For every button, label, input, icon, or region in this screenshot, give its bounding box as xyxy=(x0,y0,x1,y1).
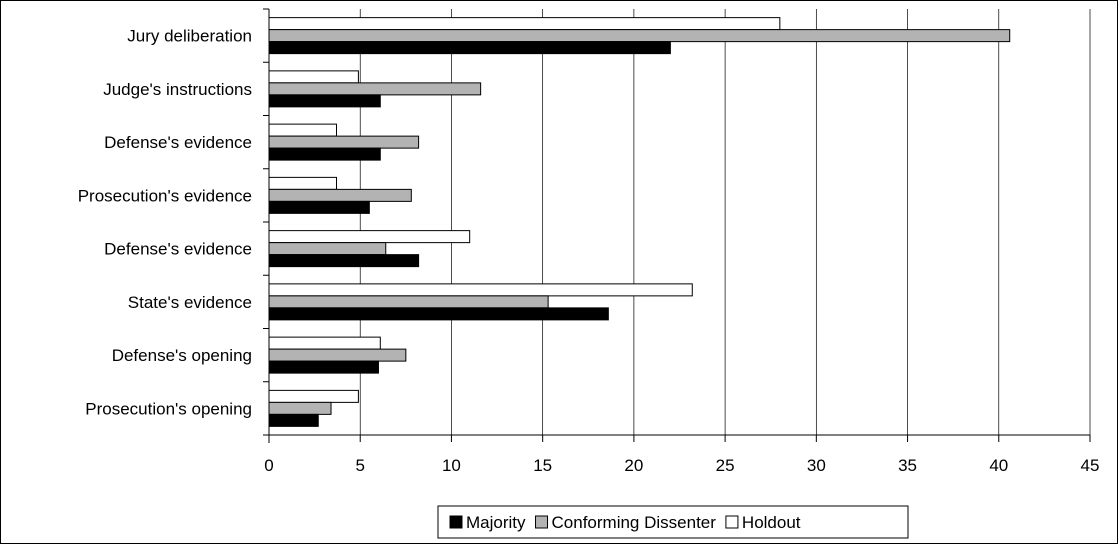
x-tick-label: 40 xyxy=(989,456,1008,475)
legend-label: Conforming Dissenter xyxy=(552,513,717,532)
bar-conforming-dissenter xyxy=(268,401,332,415)
x-tick-label: 10 xyxy=(442,456,461,475)
y-tick-label: Defense's evidence xyxy=(104,240,252,259)
y-tick-label: Judge's instructions xyxy=(103,80,252,99)
bar-conforming-dissenter xyxy=(268,348,407,362)
y-tick-label: State's evidence xyxy=(128,293,252,312)
legend-label: Majority xyxy=(466,513,526,532)
x-tick-label: 45 xyxy=(1081,456,1100,475)
bar-conforming-dissenter xyxy=(268,188,412,202)
x-tick-label: 25 xyxy=(716,456,735,475)
bar-holdout xyxy=(268,230,471,244)
bar-holdout xyxy=(268,176,338,190)
bar-conforming-dissenter xyxy=(268,295,549,309)
bar-majority xyxy=(268,307,609,321)
x-tick-label: 5 xyxy=(355,456,364,475)
legend-swatch-majority xyxy=(449,515,463,529)
legend-label: Holdout xyxy=(742,513,801,532)
bar-holdout xyxy=(268,283,693,297)
x-tick-label: 0 xyxy=(264,456,273,475)
x-tick-label: 35 xyxy=(898,456,917,475)
y-tick-label: Defense's opening xyxy=(112,346,252,365)
y-tick-label: Defense's evidence xyxy=(104,133,252,152)
bar-holdout xyxy=(268,17,781,31)
bar-majority xyxy=(268,413,319,427)
bar-conforming-dissenter xyxy=(268,82,482,96)
bar-majority xyxy=(268,254,420,268)
y-tick-label: Prosecution's opening xyxy=(85,399,252,418)
bar-conforming-dissenter xyxy=(268,29,1011,43)
x-tick-label: 30 xyxy=(807,456,826,475)
y-tick-label: Prosecution's evidence xyxy=(78,186,252,205)
bar-conforming-dissenter xyxy=(268,242,387,256)
y-tick-label: Jury deliberation xyxy=(127,27,252,46)
bar-majority xyxy=(268,41,671,55)
bar-holdout xyxy=(268,336,381,350)
bar-conforming-dissenter xyxy=(268,135,420,149)
bar-majority xyxy=(268,200,370,214)
bar-majority xyxy=(268,147,381,161)
bar-holdout xyxy=(268,389,359,403)
bar-holdout xyxy=(268,123,338,137)
bar-holdout xyxy=(268,70,359,84)
bar-majority xyxy=(268,94,381,108)
legend-swatch-conforming-dissenter xyxy=(535,515,549,529)
legend-box xyxy=(437,505,909,539)
bar-majority xyxy=(268,360,379,374)
legend-swatch-holdout xyxy=(725,515,739,529)
x-tick-label: 20 xyxy=(624,456,643,475)
x-tick-label: 15 xyxy=(533,456,552,475)
